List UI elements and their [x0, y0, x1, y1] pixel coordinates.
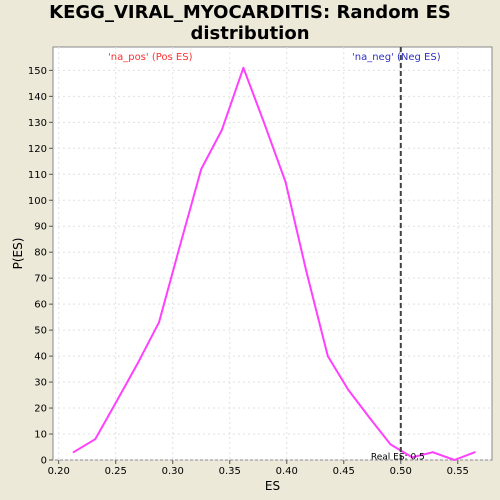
y-tick-label: 130: [28, 118, 47, 129]
x-axis-label: ES: [265, 479, 280, 493]
y-tick-label: 20: [34, 404, 47, 415]
data-point: [326, 355, 329, 358]
y-axis-label: P(ES): [11, 238, 25, 270]
y-tick-label: 40: [34, 352, 47, 363]
axes: 0 10 20 30 40 50 60 70 80 90 100 110 120 130 140 150 0.2…: [28, 66, 469, 477]
data-point: [347, 388, 350, 391]
data-point: [114, 401, 117, 404]
y-tick-label: 0: [41, 456, 47, 467]
series-line: [72, 66, 476, 461]
data-point: [242, 66, 245, 69]
y-tick-label: 80: [34, 248, 47, 259]
x-tick-label: 0.55: [447, 466, 469, 477]
data-point: [136, 362, 139, 365]
data-point: [389, 443, 392, 446]
y-tick-label: 60: [34, 300, 47, 311]
data-point: [284, 181, 287, 183]
grid: [53, 47, 492, 461]
data-point: [263, 121, 265, 124]
x-tick-label: 0.25: [105, 466, 127, 477]
data-point: [94, 438, 97, 441]
real-es-label: Real ES: 0.5: [371, 453, 425, 463]
y-tick-label: 30: [34, 378, 47, 389]
y-tick-label: 70: [34, 274, 47, 285]
series-layer: [72, 66, 476, 461]
x-tick-label: 0.40: [276, 466, 298, 477]
chart-title-line1: KEGG_VIRAL_MYOCARDITIS: Random ES: [49, 2, 451, 23]
x-tick-label: 0.50: [390, 466, 412, 477]
data-point: [72, 451, 75, 454]
y-tick-label: 90: [34, 222, 47, 233]
y-tick-label: 100: [28, 196, 47, 207]
data-point: [178, 246, 181, 248]
y-tick-label: 50: [34, 326, 47, 337]
data-point: [369, 417, 371, 420]
x-tick-label: 0.45: [333, 466, 355, 477]
chart-title-line2: distribution: [190, 23, 310, 44]
data-point: [220, 129, 223, 132]
x-tick-label: 0.30: [162, 466, 184, 477]
x-tick-label: 0.20: [48, 466, 70, 477]
data-point: [411, 456, 414, 459]
legend-pos-label: 'na_pos' (Pos ES): [108, 52, 193, 63]
data-point: [305, 269, 308, 272]
data-point: [453, 459, 456, 461]
data-point: [473, 451, 476, 454]
data-point: [200, 168, 203, 170]
legend-neg-label: 'na_neg' (Neg ES): [352, 52, 441, 63]
legend: 'na_pos' (Pos ES) 'na_neg' (Neg ES): [108, 52, 441, 63]
y-tick-label: 150: [28, 66, 47, 77]
y-tick-label: 110: [28, 170, 47, 181]
plot-area: [52, 46, 493, 461]
x-tick-label: 0.35: [219, 466, 241, 477]
y-tick-label: 120: [28, 144, 47, 155]
y-tick-label: 10: [34, 430, 47, 441]
data-point: [158, 321, 160, 324]
chart-title: KEGG_VIRAL_MYOCARDITIS: Random ES distri…: [0, 2, 500, 44]
data-point: [431, 451, 434, 454]
y-tick-label: 140: [28, 92, 47, 103]
